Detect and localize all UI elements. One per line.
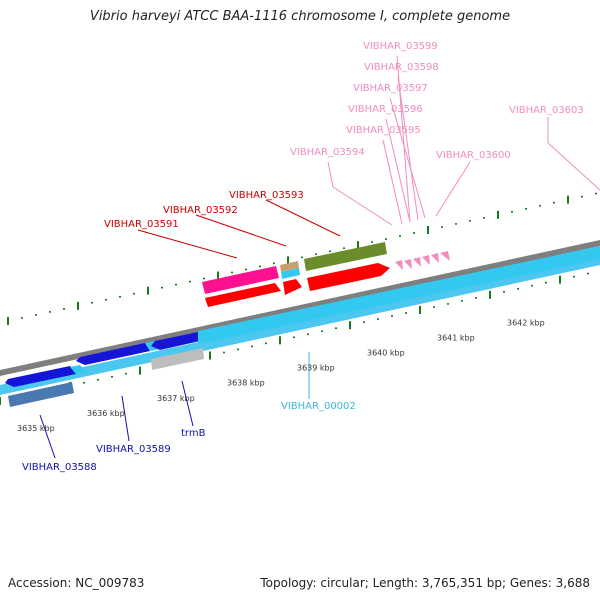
label-vibhar-03593[interactable]: VIBHAR_03593 <box>229 190 304 201</box>
gene-gray-trmB[interactable] <box>151 348 204 370</box>
scale-label: 3635 kbp <box>17 424 55 433</box>
scale-label: 3639 kbp <box>297 364 335 373</box>
scale-label: 3636 kbp <box>87 409 125 418</box>
gene-blue-1[interactable] <box>5 366 76 387</box>
label-vibhar-03588[interactable]: VIBHAR_03588 <box>22 462 97 473</box>
scale-label: 3642 kbp <box>507 318 545 327</box>
gene-cyan-03592[interactable] <box>281 268 300 279</box>
label-vibhar-03592[interactable]: VIBHAR_03592 <box>163 205 238 216</box>
gene-cyan-long[interactable] <box>198 246 600 344</box>
scale-labels: 3635 kbp 3636 kbp 3637 kbp 3638 kbp 3639 kbp… <box>17 318 545 433</box>
gene-pink-cluster[interactable] <box>395 251 450 270</box>
gene-cyan-small[interactable] <box>70 365 86 374</box>
label-vibhar-03599[interactable]: VIBHAR_03599 <box>363 41 438 52</box>
scale-label: 3640 kbp <box>367 349 405 358</box>
gene-red-3[interactable] <box>307 263 390 291</box>
label-vibhar-03603[interactable]: VIBHAR_03603 <box>509 105 584 116</box>
gene-red-2[interactable] <box>283 279 302 295</box>
leader-lines <box>39 55 600 459</box>
gene-magenta-03591[interactable] <box>202 266 279 294</box>
gene-steelblue[interactable] <box>8 382 74 407</box>
label-vibhar-03591[interactable]: VIBHAR_03591 <box>104 219 179 230</box>
label-vibhar-03597[interactable]: VIBHAR_03597 <box>353 83 428 94</box>
label-vibhar-03594[interactable]: VIBHAR_03594 <box>290 147 365 158</box>
inner-tick-track <box>0 272 589 405</box>
gene-red-1[interactable] <box>205 283 281 307</box>
outer-tick-track <box>7 192 597 325</box>
label-vibhar-03589[interactable]: VIBHAR_03589 <box>96 444 171 455</box>
scale-label: 3638 kbp <box>227 379 265 388</box>
feature-labels: VIBHAR_03599 VIBHAR_03598 VIBHAR_03597 V… <box>22 41 584 473</box>
accession-text: Accession: NC_009783 <box>8 576 145 590</box>
gene-blue-3[interactable] <box>151 332 200 350</box>
label-trmB[interactable]: trmB <box>181 428 206 439</box>
gene-tan-03592[interactable] <box>280 261 299 272</box>
label-vibhar-03595[interactable]: VIBHAR_03595 <box>346 125 421 136</box>
map-title: Vibrio harveyi ATCC BAA-1116 chromosome … <box>89 9 511 24</box>
gene-blue-2[interactable] <box>76 343 150 365</box>
label-vibhar-03598[interactable]: VIBHAR_03598 <box>364 62 439 73</box>
gene-olive-03593[interactable] <box>304 242 387 271</box>
topology-text: Topology: circular; Length: 3,765,351 bp… <box>260 576 590 590</box>
scale-label: 3641 kbp <box>437 333 475 342</box>
label-vibhar-00002[interactable]: VIBHAR_00002 <box>281 401 356 412</box>
scale-label: 3637 kbp <box>157 394 195 403</box>
label-vibhar-03596[interactable]: VIBHAR_03596 <box>348 104 423 115</box>
label-vibhar-03600[interactable]: VIBHAR_03600 <box>436 150 511 161</box>
